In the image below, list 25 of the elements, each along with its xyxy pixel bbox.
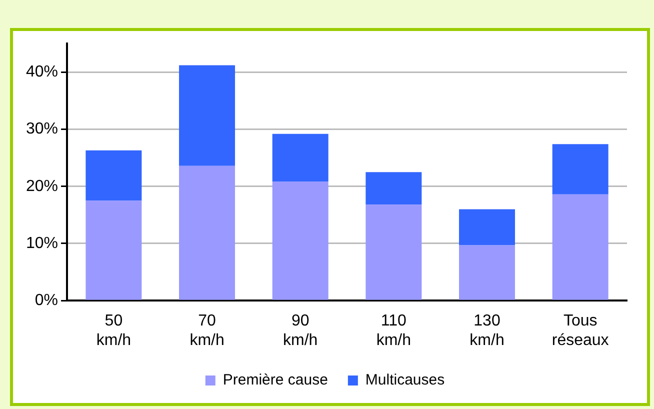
bar bbox=[459, 209, 516, 246]
bar bbox=[459, 245, 516, 300]
y-tick-label: 40% bbox=[26, 64, 58, 81]
bar bbox=[552, 144, 608, 194]
legend-label: Première cause bbox=[222, 372, 328, 389]
bar bbox=[552, 194, 608, 300]
bar bbox=[272, 134, 328, 182]
legend-label: Multicauses bbox=[365, 372, 445, 389]
bar bbox=[366, 172, 422, 205]
bar bbox=[86, 200, 142, 300]
y-tick-label: 10% bbox=[26, 234, 58, 252]
x-tick-label: 50 km/h bbox=[96, 312, 132, 349]
bar bbox=[179, 166, 236, 300]
y-tick-label: 30% bbox=[26, 120, 58, 138]
bar bbox=[272, 182, 328, 300]
bar bbox=[366, 204, 422, 300]
y-tick-label: 20% bbox=[26, 178, 58, 195]
x-tick-label: 70 km/h bbox=[190, 312, 224, 349]
bar bbox=[86, 150, 142, 201]
y-tick-label: 0% bbox=[34, 292, 58, 310]
bar bbox=[179, 65, 236, 166]
x-tick-label: 110 km/h bbox=[376, 312, 412, 349]
x-tick-label: Tous réseaux bbox=[552, 312, 609, 349]
x-tick-label: 130 km/h bbox=[470, 312, 504, 349]
x-tick-label: 90 km/h bbox=[283, 312, 318, 349]
